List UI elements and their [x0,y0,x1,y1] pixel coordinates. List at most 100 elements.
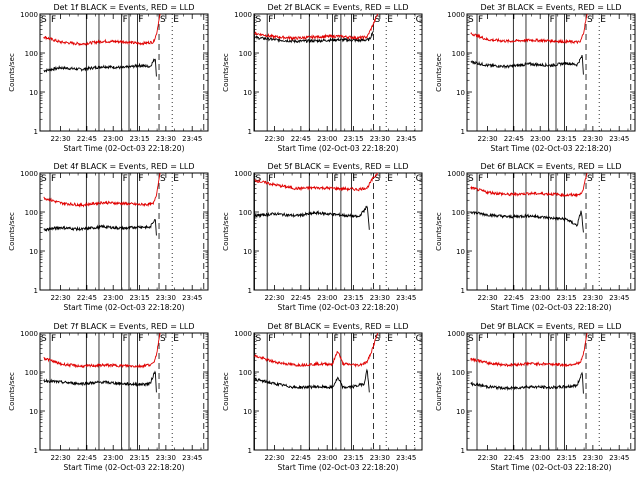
panel-title: Det 8f BLACK = Events, RED = LLD [267,322,408,331]
x-tick-label: 22:45 [77,294,97,302]
event-marker-label: S [160,15,166,25]
y-tick-label: 100 [25,369,38,377]
x-tick-label: 22:45 [77,135,97,143]
panel-1: Det 1f BLACK = Events, RED = LLD 1 10 100 10… [8,3,209,153]
lld-series-line [254,172,379,192]
panel-7: Det 7f BLACK = Events, RED = LLD 1 10 100 10… [8,322,209,472]
event-marker-label: E [387,15,393,25]
y-tick-label: 1 [461,447,465,455]
plot-frame [253,13,423,132]
event-marker-label: E [600,15,606,25]
panel-6: Det 6f BLACK = Events, RED = LLD 1 10 100 10… [435,162,636,312]
event-marker-label: F [352,174,357,184]
event-marker-label: F [268,334,273,344]
y-axis-label: Counts/sec [8,372,16,411]
event-marker-label: F [138,174,143,184]
y-tick-label: 1 [248,447,252,455]
y-tick-label: 1 [34,447,38,455]
event-marker-label: E [387,174,393,184]
event-marker-label: S [160,334,166,344]
x-axis-label: Start Time (02-Oct-03 22:18:20) [490,463,611,472]
x-tick-label: 23:15 [129,294,149,302]
panel-4: Det 4f BLACK = Events, RED = LLD 1 10 100 10… [8,162,209,312]
x-tick-label: 23:00 [530,294,550,302]
event-marker-label: S [160,174,166,184]
panel-2: Det 2f BLACK = Events, RED = LLD 1 10 100 10… [222,3,423,153]
x-tick-label: 23:00 [103,294,123,302]
y-axis-label: Counts/sec [435,372,443,411]
event-marker-label: F [565,174,570,184]
x-tick-label: 23:45 [396,294,416,302]
x-tick-label: 23:45 [182,454,202,462]
y-tick-label: 1000 [234,170,252,178]
event-marker-label: F [123,15,128,25]
plot-frame [39,13,209,132]
event-marker-label: F [138,15,143,25]
x-tick-label: 23:00 [317,454,337,462]
event-marker-label: E [173,174,179,184]
y-tick-label: 100 [452,209,465,217]
panel-title: Det 3f BLACK = Events, RED = LLD [480,3,621,12]
x-axis-label: Start Time (02-Oct-03 22:18:20) [63,144,184,153]
x-axis-label: Start Time (02-Oct-03 22:18:20) [490,303,611,312]
x-tick-label: 23:00 [530,135,550,143]
event-marker-label: F [333,334,338,344]
event-marker-label: F [550,334,555,344]
event-marker-label: F [268,15,273,25]
x-tick-label: 22:45 [291,135,311,143]
x-tick-label: 23:45 [182,294,202,302]
x-tick-label: 23:15 [343,135,363,143]
x-tick-label: 22:30 [264,294,284,302]
panel-title: Det 4f BLACK = Events, RED = LLD [53,162,194,171]
panel-5: Det 5f BLACK = Events, RED = LLD 1 10 100 10… [222,162,423,312]
events-series-line [254,205,370,230]
y-tick-label: 1 [34,128,38,136]
event-marker-label: S [41,174,47,184]
event-marker-label: F [333,15,338,25]
x-axis-label: Start Time (02-Oct-03 22:18:20) [63,463,184,472]
y-axis-label: Counts/sec [222,212,230,251]
x-axis-label: Start Time (02-Oct-03 22:18:20) [277,303,398,312]
event-marker-label: S [587,15,593,25]
y-axis-label: Counts/sec [435,53,443,92]
event-marker-label: S [375,174,381,184]
x-tick-label: 23:00 [530,454,550,462]
event-marker-label: F [478,334,483,344]
x-tick-label: 22:30 [477,294,497,302]
event-marker-label: S [41,334,47,344]
panel-3: Det 3f BLACK = Events, RED = LLD 1 10 100 10… [435,3,636,153]
y-axis-label: Counts/sec [222,53,230,92]
x-axis-label: Start Time (02-Oct-03 22:18:20) [490,144,611,153]
x-tick-label: 23:15 [556,135,576,143]
x-tick-label: 22:45 [291,294,311,302]
x-axis-label: Start Time (02-Oct-03 22:18:20) [63,303,184,312]
panel-title: Det 5f BLACK = Events, RED = LLD [267,162,408,171]
y-tick-label: 1000 [447,11,465,19]
y-tick-label: 100 [25,209,38,217]
event-marker-label: F [51,15,56,25]
y-tick-label: 1000 [20,170,38,178]
x-tick-label: 22:45 [504,454,524,462]
y-tick-label: 10 [456,89,465,97]
x-tick-label: 22:45 [504,294,524,302]
y-tick-label: 10 [456,408,465,416]
event-marker-label: F [478,174,483,184]
y-tick-label: 100 [452,369,465,377]
event-marker-label: S [375,334,381,344]
event-marker-label: F [352,334,357,344]
event-marker-label: E [173,334,179,344]
y-tick-label: 100 [239,369,252,377]
event-marker-label: F [550,15,555,25]
event-marker-label: S [468,334,474,344]
lld-series-line [254,13,379,41]
plot-frame [466,13,636,132]
events-series-line [43,370,157,393]
x-tick-label: 22:30 [477,454,497,462]
y-tick-label: 10 [243,248,252,256]
y-axis-label: Counts/sec [8,53,16,92]
x-tick-label: 23:00 [103,135,123,143]
event-marker-label: F [352,15,357,25]
x-tick-label: 22:30 [50,294,70,302]
y-tick-label: 100 [239,50,252,58]
x-tick-label: 23:15 [343,294,363,302]
